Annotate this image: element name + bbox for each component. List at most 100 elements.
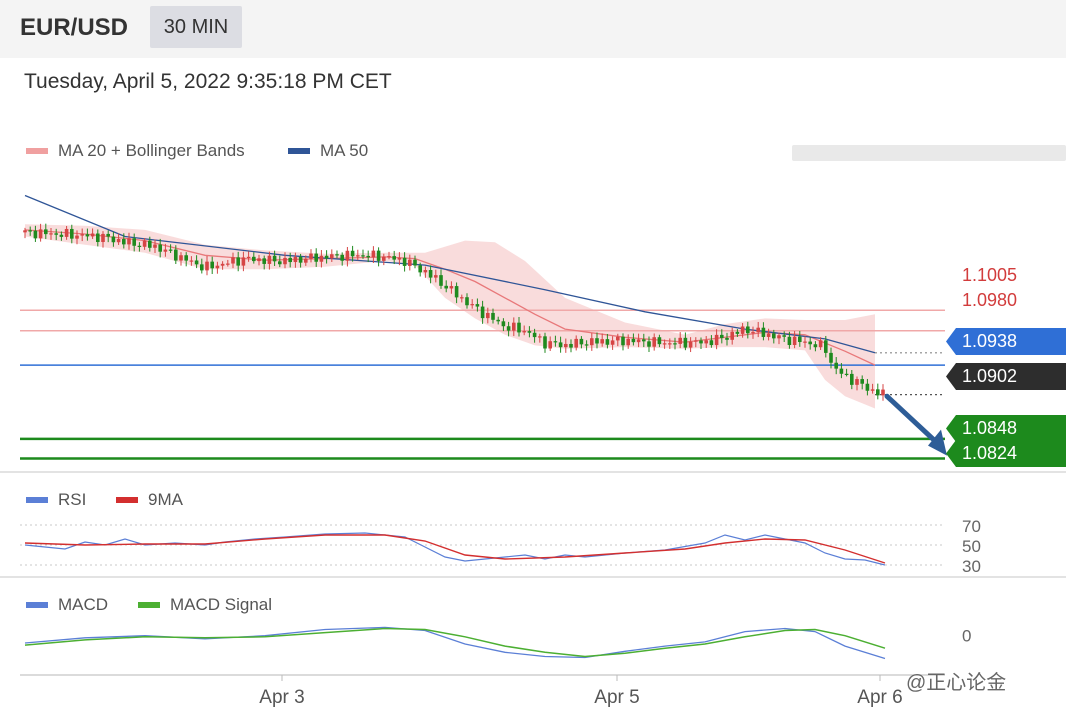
legend-ma20-label: MA 20 + Bollinger Bands [58, 141, 245, 160]
candle-body [787, 336, 792, 346]
candle-body [517, 322, 521, 333]
candle-body [652, 337, 656, 347]
legend-ma50-label: MA 50 [320, 141, 369, 160]
candle-body [309, 253, 313, 259]
candle-body [501, 321, 506, 327]
candle-body [371, 250, 376, 258]
candle-body [881, 389, 885, 396]
candle-body [751, 332, 755, 334]
legend-rsi[interactable]: RSI [26, 490, 86, 510]
datetime-label: Tuesday, April 5, 2022 9:35:18 PM CET [24, 70, 392, 93]
candle-body [137, 245, 142, 247]
candle-body [392, 256, 396, 260]
legend-macd[interactable]: MACD [26, 595, 108, 615]
candle-body [116, 239, 121, 243]
candle-body [106, 233, 110, 237]
candle-body [564, 343, 568, 348]
candle-body [740, 326, 745, 334]
candle-body [267, 255, 272, 264]
candle-body [314, 253, 318, 262]
candle-body [704, 340, 708, 344]
candle-body [423, 270, 428, 273]
candle-body [345, 250, 350, 261]
candle-body [33, 230, 38, 239]
candle-body [766, 333, 771, 337]
top-toolbar: EUR/USD 30 MIN [0, 0, 1066, 58]
candle-body [818, 340, 823, 348]
candle-body [486, 312, 490, 319]
candle-body [584, 344, 589, 346]
legend-macd-signal-label: MACD Signal [170, 595, 273, 614]
candle-body [387, 256, 391, 258]
candle-body [319, 255, 324, 262]
candle-body [262, 258, 266, 264]
candle-body [350, 250, 355, 257]
candle-body [865, 383, 870, 391]
candle-body [699, 340, 703, 344]
x-tick-label-apr-5: Apr 5 [594, 687, 639, 708]
rsi-ma-line [24, 534, 886, 564]
candle-body [761, 327, 766, 337]
candle-body [49, 233, 53, 235]
candle-body [231, 257, 235, 264]
candle-body [480, 306, 485, 319]
candle-body [808, 341, 812, 345]
legend-ma20[interactable]: MA 20 + Bollinger Bands [26, 141, 245, 161]
candle-body [709, 340, 714, 346]
candle-body [512, 322, 516, 331]
candle-body [38, 229, 43, 239]
candle-body [75, 235, 79, 239]
legend-ma50[interactable]: MA 50 [288, 141, 368, 161]
candle-body [376, 250, 381, 261]
legend-macd-signal[interactable]: MACD Signal [138, 595, 272, 615]
candle-body [200, 264, 204, 271]
candles-group [23, 223, 885, 401]
candle-body [590, 338, 594, 346]
x-tick-label-apr-3: Apr 3 [259, 687, 304, 708]
projection-arrow-shaft [884, 393, 942, 448]
candle-body [194, 260, 199, 265]
candle-body [574, 338, 578, 348]
candle-body [631, 338, 636, 343]
candle-body [876, 389, 880, 396]
timeframe-button[interactable]: 30 MIN [150, 6, 242, 48]
candle-body [356, 255, 360, 257]
candle-body [792, 336, 797, 346]
rsi-line [24, 532, 886, 566]
candle-body [241, 257, 246, 266]
candle-body [408, 259, 412, 266]
candle-body [772, 333, 776, 339]
candle-body [174, 249, 178, 261]
candle-body [90, 233, 95, 237]
macd-line [24, 626, 886, 660]
candle-body [434, 275, 438, 278]
candle-body [449, 286, 454, 289]
candle-body [111, 236, 116, 243]
candle-body [465, 297, 469, 306]
candle-body [621, 336, 625, 346]
candle-body [538, 336, 542, 338]
candle-body [153, 244, 157, 248]
candle-body [215, 265, 220, 269]
symbol-label: EUR/USD [20, 14, 129, 41]
candle-body [605, 339, 610, 345]
candle-body [569, 343, 573, 348]
candle-body [330, 254, 334, 259]
candle-body [366, 255, 370, 258]
macd-signal-line [24, 627, 886, 658]
candle-body [558, 342, 563, 348]
legend-ma50-swatch [288, 148, 310, 154]
candle-body [460, 297, 464, 299]
candle-body [220, 263, 225, 266]
candle-body [678, 337, 682, 344]
candle-body [813, 344, 818, 348]
ma50-line [24, 194, 876, 354]
candle-body [444, 285, 448, 289]
candle-body [688, 341, 693, 348]
candle-body [491, 312, 495, 320]
candle-body [382, 256, 386, 261]
candle-body [610, 340, 615, 345]
level-label-0980: 1.0980 [962, 290, 1018, 310]
legend-rsi-ma[interactable]: 9MA [116, 490, 183, 510]
